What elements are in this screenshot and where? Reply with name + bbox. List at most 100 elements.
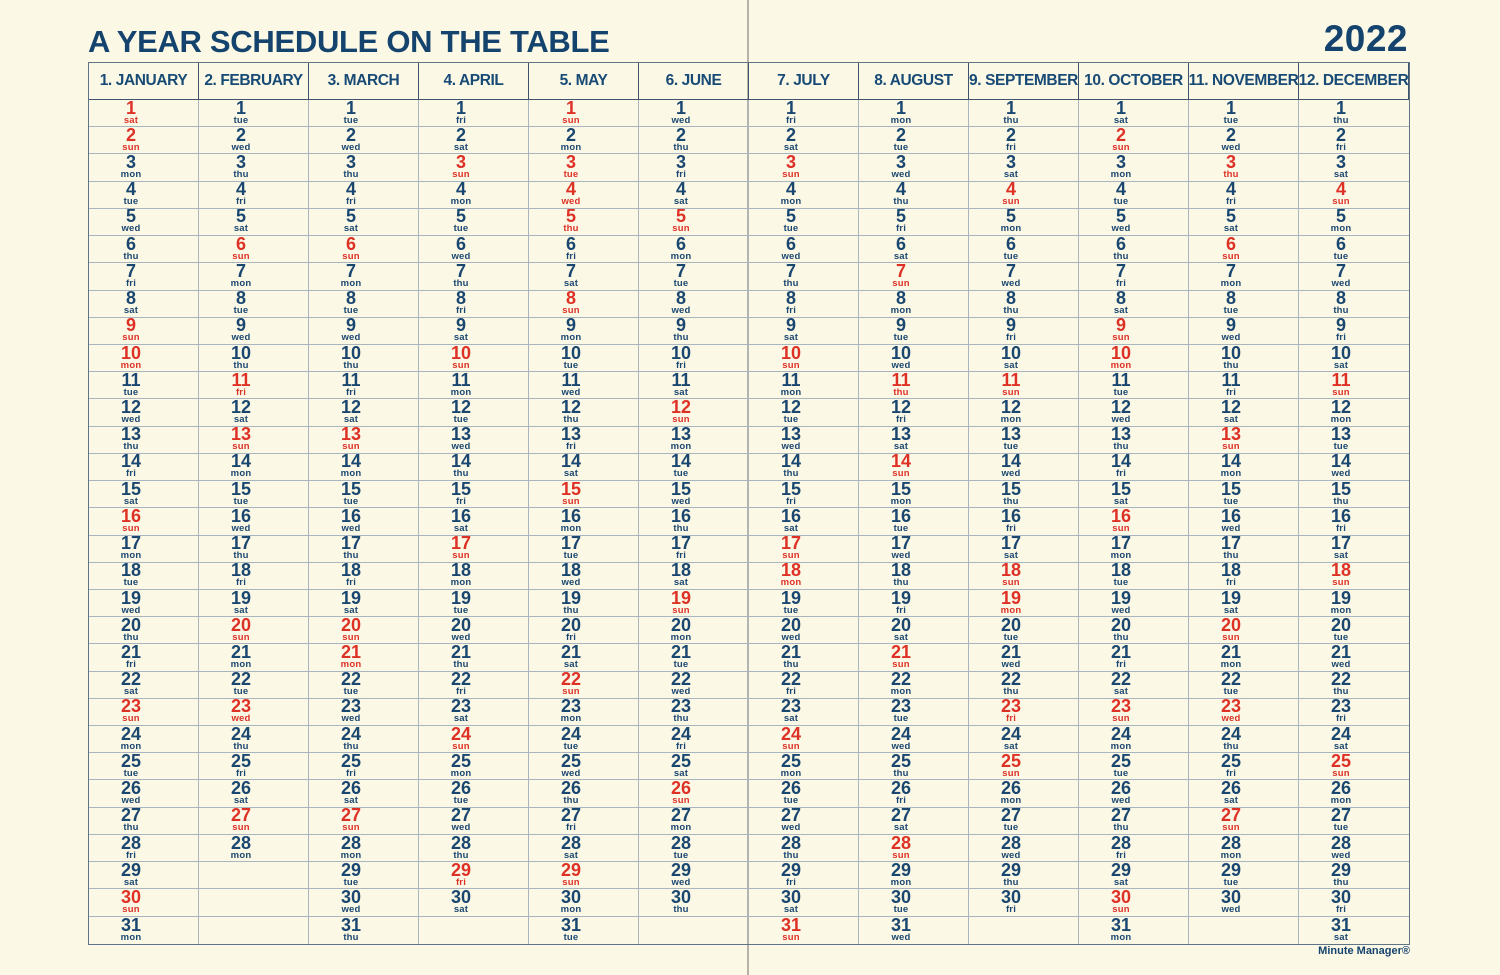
- day-weekday: fri: [1225, 577, 1237, 589]
- day-number: 22: [230, 669, 252, 690]
- day-block: 21 sat: [547, 643, 595, 670]
- day-weekday: thu: [1003, 495, 1019, 507]
- day-number: 17: [450, 533, 472, 554]
- day-weekday: sun: [1222, 631, 1240, 643]
- day-number: 21: [230, 641, 252, 662]
- day-cell: 10 mon: [1079, 344, 1189, 373]
- day-number: 12: [890, 397, 912, 418]
- day-block: 1 thu: [987, 99, 1035, 126]
- day-block: 31 thu: [327, 916, 375, 943]
- day-cell: 21 thu: [749, 643, 859, 672]
- day-number: 20: [780, 614, 802, 635]
- day-number: 31: [1110, 914, 1132, 935]
- day-weekday: fri: [1005, 141, 1017, 153]
- day-weekday: tue: [563, 550, 579, 562]
- day-cell: 10 fri: [639, 344, 749, 373]
- day-weekday: sun: [1002, 196, 1020, 208]
- day-block: 31 sat: [1317, 916, 1365, 943]
- day-block: 19 sat: [217, 589, 265, 616]
- day-block: 2 tue: [877, 126, 925, 153]
- day-number: 24: [1330, 723, 1352, 744]
- day-number: 4: [1115, 179, 1126, 200]
- day-block: 25 tue: [1097, 752, 1145, 779]
- day-number: 27: [560, 805, 582, 826]
- day-weekday: fri: [1115, 658, 1127, 670]
- day-number: 19: [450, 587, 472, 608]
- day-block: 8 tue: [327, 289, 375, 316]
- day-weekday: tue: [1003, 250, 1019, 262]
- day-block: 31 tue: [547, 916, 595, 943]
- day-block: 18 fri: [327, 561, 375, 588]
- day-block: 22 fri: [437, 670, 485, 697]
- day-cell: 26 wed: [89, 779, 199, 808]
- day-number: 1: [125, 97, 136, 118]
- day-cell: 20 thu: [1079, 616, 1189, 645]
- day-block: 17 thu: [217, 534, 265, 561]
- day-weekday: sat: [563, 277, 579, 289]
- day-weekday: fri: [1335, 713, 1347, 725]
- day-weekday: mon: [890, 114, 912, 126]
- day-weekday: tue: [453, 604, 469, 616]
- day-weekday: sat: [1113, 686, 1129, 698]
- day-cell: 14 wed: [969, 452, 1079, 482]
- day-cell: 31 sat: [1299, 916, 1409, 944]
- day-number: 29: [1330, 859, 1352, 880]
- day-block-red: 19 mon: [987, 589, 1035, 616]
- day-weekday: sun: [1222, 441, 1240, 453]
- day-cell: 14 fri: [1079, 452, 1189, 482]
- day-weekday: mon: [1110, 931, 1132, 943]
- day-number: 5: [675, 206, 686, 227]
- day-block: 27 wed: [437, 806, 485, 834]
- day-weekday: sun: [232, 822, 250, 834]
- day-cell: 16 mon: [529, 507, 639, 536]
- day-block-red: 5 thu: [547, 207, 595, 234]
- day-cell: 30 sat: [419, 886, 529, 917]
- day-weekday: wed: [451, 822, 471, 834]
- day-block-red: 23 sun: [107, 697, 155, 724]
- day-cell: 8 fri: [419, 289, 529, 318]
- day-cell: 24 mon: [89, 725, 199, 754]
- day-cell: 15 tue: [1189, 480, 1299, 509]
- day-number: 16: [780, 505, 802, 526]
- day-cell: 29 tue: [309, 861, 419, 890]
- day-number: 3: [1335, 152, 1346, 173]
- day-number: 2: [455, 124, 466, 145]
- day-weekday: mon: [120, 931, 142, 943]
- day-number: 1: [345, 97, 356, 118]
- day-weekday: tue: [343, 114, 359, 126]
- day-number: 30: [450, 886, 472, 907]
- day-block-red: 25 sun: [1317, 752, 1365, 779]
- day-cell: 9 fri: [969, 316, 1079, 345]
- day-number: 5: [1335, 206, 1346, 227]
- day-block: 17 thu: [1207, 534, 1255, 561]
- day-number: 15: [120, 478, 142, 499]
- day-block: 26 tue: [767, 779, 815, 806]
- day-block: 16 fri: [1317, 507, 1365, 534]
- day-weekday: sun: [892, 468, 910, 480]
- day-block: 20 wed: [767, 614, 815, 643]
- day-cell: 26 sun: [639, 779, 749, 808]
- day-number: 22: [1330, 669, 1352, 690]
- day-weekday: wed: [891, 169, 911, 181]
- day-weekday: tue: [893, 332, 909, 344]
- day-number: 23: [780, 696, 802, 717]
- day-number: 8: [125, 288, 136, 309]
- day-cell: 2 sat: [749, 126, 859, 155]
- day-number: 4: [1335, 179, 1346, 200]
- day-weekday: wed: [121, 604, 141, 616]
- day-block: 14 mon: [327, 452, 375, 479]
- day-cell: 20 sun: [309, 616, 419, 645]
- day-weekday: wed: [1111, 414, 1131, 426]
- day-weekday: sun: [562, 114, 580, 126]
- day-weekday: sun: [672, 223, 690, 235]
- day-weekday: thu: [123, 441, 139, 453]
- day-weekday: mon: [1000, 223, 1022, 235]
- day-number: 1: [785, 97, 796, 118]
- day-block: 29 wed: [657, 861, 705, 888]
- day-number: 11: [891, 369, 911, 390]
- day-cell: 20 wed: [749, 614, 859, 645]
- day-cell: 24 mon: [1079, 725, 1189, 754]
- day-cell: 29 fri: [749, 861, 859, 890]
- day-cell: 1 fri: [419, 99, 529, 128]
- day-weekday: fri: [785, 495, 797, 507]
